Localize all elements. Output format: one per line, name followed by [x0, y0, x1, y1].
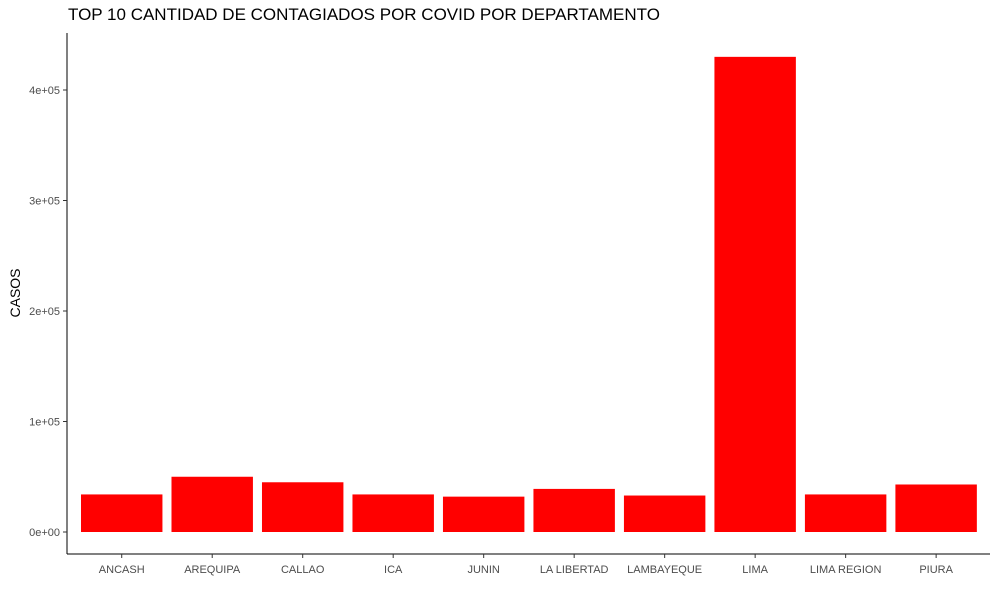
x-tick-label: ICA	[384, 564, 403, 576]
bar-piura	[895, 484, 977, 532]
bars-layer	[81, 56, 977, 532]
bar-arequipa	[171, 476, 253, 532]
chart-title: TOP 10 CANTIDAD DE CONTAGIADOS POR COVID…	[68, 5, 660, 24]
bar-ica	[352, 494, 434, 532]
x-tick-label: LIMA	[742, 564, 768, 576]
y-tick-label: 3e+05	[29, 196, 60, 208]
bar-lambayeque	[623, 495, 706, 532]
x-tick-label: PIURA	[919, 564, 953, 576]
y-axis-title: CASOS	[7, 268, 23, 317]
x-axis-ticks: ANCASH AREQUIPA CALLAO ICA JUNIN LA LIBERTAD L…	[99, 554, 954, 576]
bar-lima	[714, 56, 796, 532]
bar-junin	[442, 496, 525, 532]
bar-la-libertad	[533, 488, 615, 532]
bar-ancash	[81, 494, 163, 532]
bar-callao	[261, 482, 344, 532]
x-tick-label: LIMA REGION	[810, 564, 882, 576]
y-tick-label: 2e+05	[29, 306, 60, 318]
bar-lima-region	[804, 494, 887, 532]
y-tick-label: 4e+05	[29, 85, 60, 97]
x-tick-label: AREQUIPA	[184, 564, 241, 576]
x-tick-label: JUNIN	[467, 564, 499, 576]
x-tick-label: ANCASH	[99, 564, 145, 576]
x-tick-label: LA LIBERTAD	[540, 564, 609, 576]
y-axis-ticks: 0e+00 1e+05 2e+05 3e+05 4e+05	[29, 85, 67, 539]
x-tick-label: CALLAO	[281, 564, 325, 576]
y-tick-label: 0e+00	[29, 527, 60, 539]
y-tick-label: 1e+05	[29, 417, 60, 429]
x-tick-label: LAMBAYEQUE	[627, 564, 702, 576]
